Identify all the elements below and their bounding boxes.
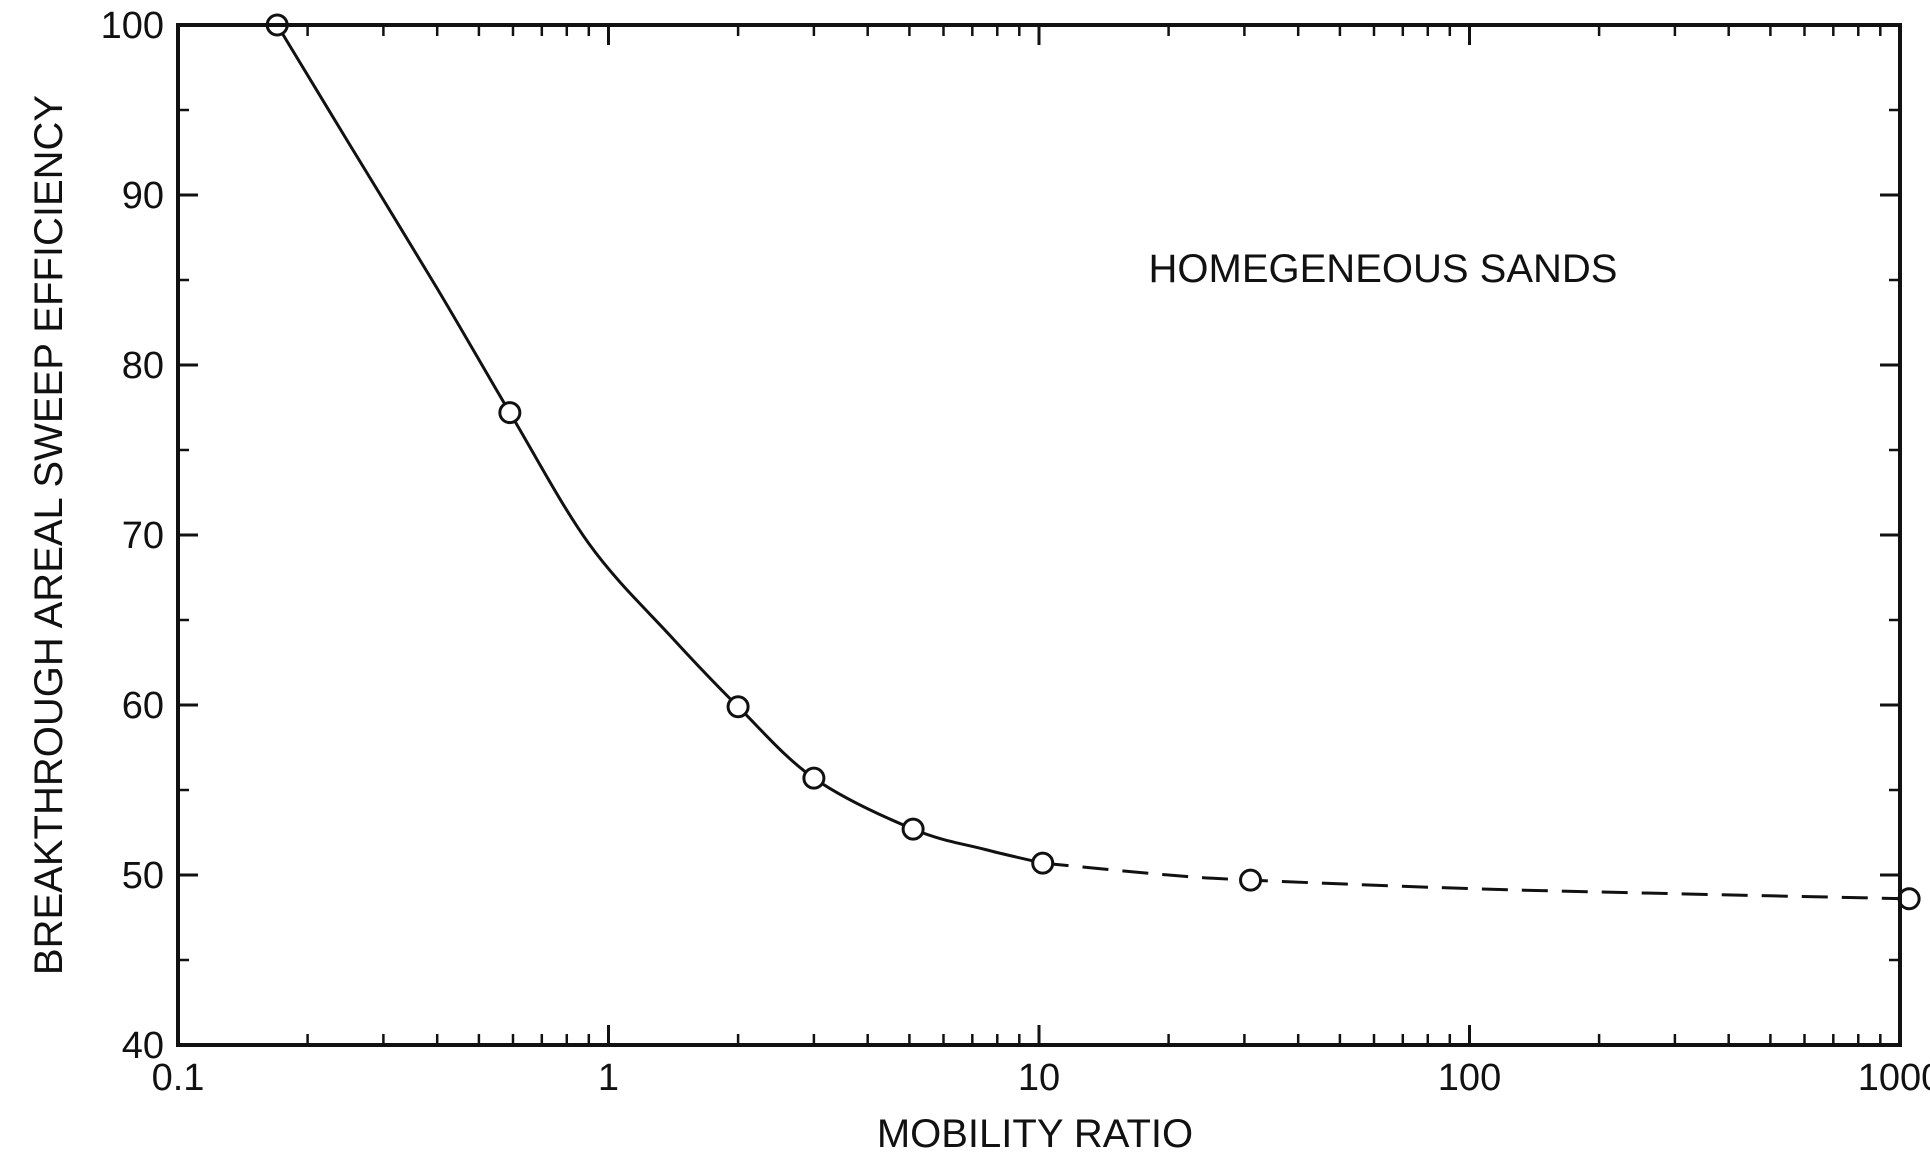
y-tick-label: 90 bbox=[122, 175, 164, 217]
y-tick-label: 100 bbox=[101, 5, 164, 47]
data-point bbox=[802, 766, 826, 790]
data-markers bbox=[265, 13, 1921, 911]
data-point bbox=[1897, 887, 1921, 911]
y-tick-label: 60 bbox=[122, 685, 164, 727]
data-point bbox=[498, 401, 522, 425]
x-tick-label: 1000 bbox=[1858, 1057, 1930, 1099]
data-point bbox=[901, 817, 925, 841]
homogeneous-sands-annotation: HOMEGENEOUS SANDS bbox=[1149, 247, 1618, 291]
minor-ticks bbox=[178, 25, 1900, 1045]
data-point bbox=[1031, 851, 1055, 875]
x-tick-label: 10 bbox=[1018, 1057, 1060, 1099]
data-point bbox=[1239, 868, 1263, 892]
x-tick-label: 0.1 bbox=[152, 1057, 205, 1099]
solid-curve bbox=[275, 24, 1044, 865]
y-tick-labels: 40 50 60 70 80 90 100 bbox=[101, 5, 164, 1067]
y-tick-label: 70 bbox=[122, 515, 164, 557]
x-tick-label: 1 bbox=[598, 1057, 619, 1099]
x-tick-labels: 0.1 1 10 100 1000 bbox=[152, 1057, 1930, 1099]
x-tick-label: 100 bbox=[1438, 1057, 1501, 1099]
x-axis-title: MOBILITY RATIO bbox=[877, 1112, 1193, 1156]
data-point bbox=[726, 695, 750, 719]
curves bbox=[275, 24, 1910, 901]
major-ticks bbox=[176, 23, 1902, 1047]
dashed-curve bbox=[1042, 861, 1910, 901]
plot-frame bbox=[176, 23, 1902, 1047]
y-tick-label: 40 bbox=[122, 1025, 164, 1067]
y-tick-label: 80 bbox=[122, 345, 164, 387]
y-tick-label: 50 bbox=[122, 855, 164, 897]
y-axis-title: BREAKTHROUGH AREAL SWEEP EFFICIENCY bbox=[27, 95, 71, 975]
